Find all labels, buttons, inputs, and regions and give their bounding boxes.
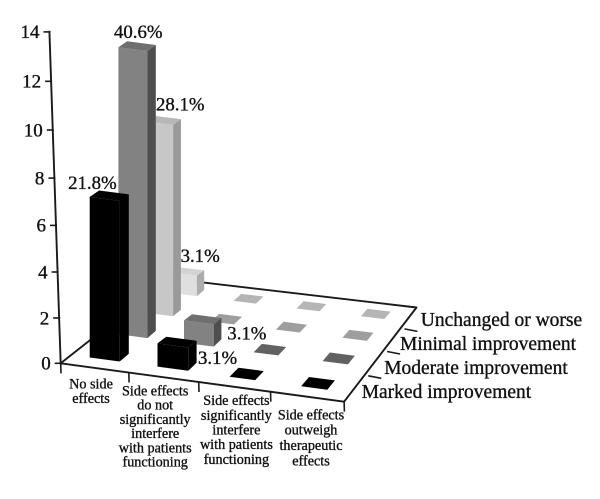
svg-text:21.8%: 21.8%	[68, 173, 117, 194]
svg-text:3.1%: 3.1%	[181, 246, 220, 267]
svg-text:4: 4	[38, 262, 48, 283]
svg-text:3.1%: 3.1%	[198, 348, 237, 369]
svg-text:Marked improvement: Marked improvement	[362, 382, 532, 403]
svg-text:3.1%: 3.1%	[227, 324, 266, 345]
svg-text:2: 2	[40, 308, 50, 329]
svg-text:Side effects: Side effects	[278, 407, 345, 423]
svg-text:Moderate improvement: Moderate improvement	[384, 358, 568, 379]
svg-text:therapeutic: therapeutic	[279, 438, 342, 454]
svg-text:14: 14	[21, 22, 41, 43]
svg-text:12: 12	[22, 72, 41, 93]
svg-text:Unchanged or worse: Unchanged or worse	[421, 310, 582, 331]
svg-text:40.6%: 40.6%	[114, 22, 163, 43]
svg-text:effects: effects	[292, 453, 330, 469]
svg-text:functioning: functioning	[122, 455, 187, 471]
svg-text:6: 6	[37, 216, 47, 237]
svg-text:0: 0	[41, 354, 51, 375]
svg-text:Side effects: Side effects	[203, 393, 270, 409]
svg-text:No side: No side	[69, 377, 113, 393]
svg-text:effects: effects	[72, 391, 110, 407]
svg-text:8: 8	[35, 168, 45, 189]
svg-text:significantly: significantly	[201, 408, 273, 424]
svg-text:with patients: with patients	[200, 437, 273, 453]
svg-text:outweigh: outweigh	[285, 423, 338, 439]
svg-text:Minimal improvement: Minimal improvement	[400, 334, 577, 355]
svg-text:interfere: interfere	[212, 423, 260, 439]
svg-text:10: 10	[24, 120, 43, 141]
svg-text:28.1%: 28.1%	[156, 95, 205, 116]
svg-text:functioning: functioning	[204, 452, 269, 468]
